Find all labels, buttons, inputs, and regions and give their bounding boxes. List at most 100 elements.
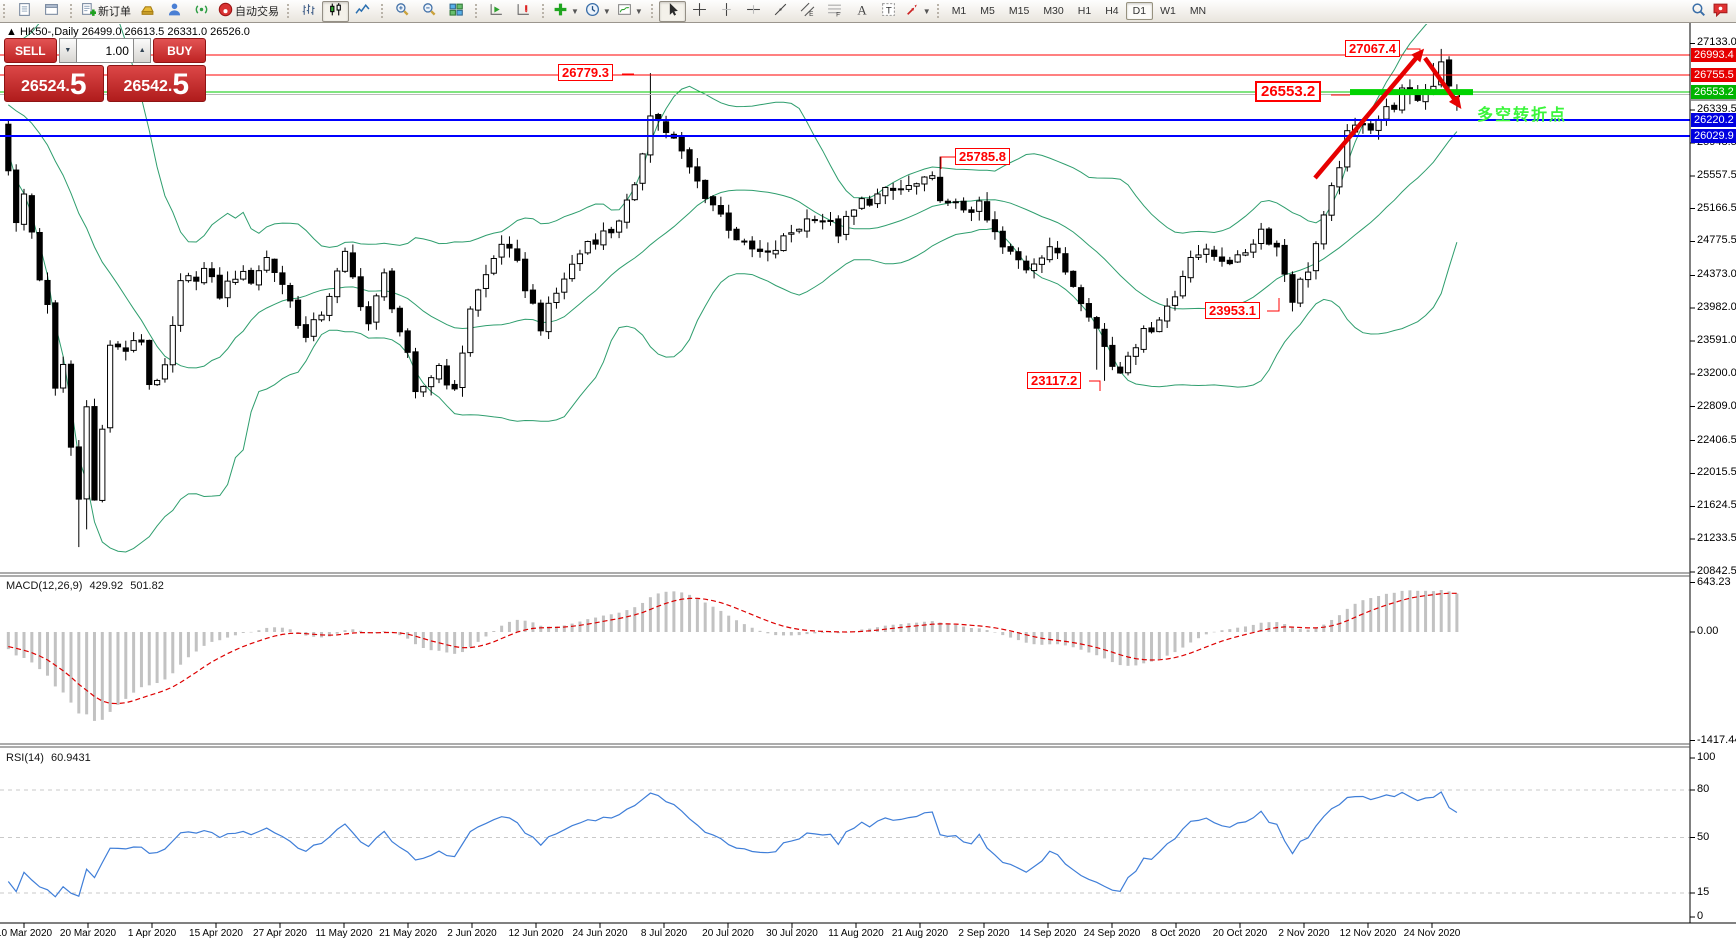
timeframe-button-W1[interactable]: W1	[1160, 5, 1176, 17]
toolbar-grip	[542, 4, 547, 18]
svg-text:F: F	[836, 11, 840, 17]
buy-price[interactable]: 26542. 5	[106, 65, 206, 102]
chart-window[interactable]: ▲ HK50-,Daily 26499.0 26613.5 26331.0 26…	[0, 22, 1736, 944]
resistance-badge: 26993.4	[1691, 48, 1736, 63]
candles-icon	[328, 2, 343, 20]
buy-price-frac: 5	[172, 68, 190, 102]
timeframe-button-D1[interactable]: D1	[1125, 2, 1154, 20]
trend-annotation-text[interactable]: 多空转折点	[1477, 107, 1568, 124]
price-axis-tick: 20842.5	[1697, 565, 1736, 577]
pivot-badge: 26553.2	[1691, 85, 1736, 100]
bars-icon	[301, 2, 316, 20]
timeframe-button-MN[interactable]: MN	[1189, 5, 1207, 17]
ohlc-values: 26499.0 26613.5 26331.0 26526.0	[81, 26, 250, 38]
zoom-in-button[interactable]	[389, 1, 416, 22]
horizontal-line-button[interactable]	[740, 1, 767, 22]
window-icon	[44, 2, 59, 20]
price-axis-tick: 22015.5	[1697, 466, 1736, 479]
periods-button[interactable]: ▼	[582, 1, 614, 22]
market-watch-button[interactable]	[134, 1, 161, 22]
toolbar: 新订单 自动交易 ▼ ▼ ▼ E F A T ▼ M1 M5 M15 M30 H1 H4 D1 W1 MN	[0, 0, 1736, 23]
price-callout[interactable]: 26779.3	[558, 64, 613, 82]
data-window-button[interactable]	[188, 1, 215, 22]
price-axis-tick: 23591.0	[1697, 334, 1736, 347]
toolbar-grip	[287, 4, 292, 18]
dropdown-caret-icon[interactable]: ▼	[602, 6, 611, 16]
time-axis-label: 1 Apr 2020	[127, 928, 177, 939]
bar-chart-button[interactable]	[295, 1, 322, 22]
tile-windows-button[interactable]	[443, 1, 470, 22]
price-axis-tick: 21624.5	[1697, 499, 1736, 512]
one-click-trading-panel: SELL ▼ 1.00 ▲ BUY 26524. 5 26542. 5	[4, 38, 207, 102]
profiles-button[interactable]	[38, 1, 65, 22]
time-axis-label: 15 Apr 2020	[189, 928, 243, 939]
new-chart-button[interactable]	[11, 1, 38, 22]
notification-icon[interactable]	[1713, 2, 1728, 20]
search-icon[interactable]	[1691, 2, 1706, 20]
dropdown-caret-icon[interactable]: ▼	[634, 6, 643, 16]
text-label-button[interactable]: T	[875, 1, 902, 22]
timeframe-button-H1[interactable]: H1	[1077, 5, 1092, 17]
timeframe-button-H4[interactable]: H4	[1105, 5, 1119, 17]
candlestick-chart-button[interactable]	[322, 0, 349, 22]
time-axis-label: 12 Jun 2020	[508, 928, 564, 939]
buy-price-main: 26542.	[123, 78, 173, 95]
cross-icon	[692, 2, 707, 20]
macd-axis-tick: 0.00	[1697, 625, 1719, 637]
rsi-axis-tick: 50	[1697, 830, 1710, 843]
rsi-axis-tick: 100	[1697, 751, 1716, 763]
toolbar-right	[1691, 2, 1736, 20]
rsi-axis-tick: 15	[1697, 886, 1710, 899]
timeframe-button-M5[interactable]: M5	[980, 5, 995, 17]
price-axis-tick: 27133.0	[1697, 36, 1736, 49]
price-callout[interactable]: 25785.8	[955, 147, 1010, 165]
chart-shift-button[interactable]	[510, 1, 537, 22]
indicators-button[interactable]: ▼	[550, 1, 582, 22]
fibonacci-button[interactable]: F	[821, 1, 848, 22]
lot-size-input[interactable]: 1.00	[77, 38, 133, 63]
cursor-button[interactable]	[658, 0, 686, 22]
zoom-out-button[interactable]	[416, 1, 443, 22]
price-callout[interactable]: 23953.1	[1205, 301, 1260, 319]
sell-price[interactable]: 26524. 5	[4, 65, 104, 102]
arrows-button[interactable]: ▼	[902, 1, 934, 22]
text-button[interactable]: A	[848, 1, 875, 22]
vertical-line-button[interactable]	[713, 1, 740, 22]
collapse-marker-icon[interactable]: ▲	[6, 26, 17, 38]
dropdown-caret-icon[interactable]: ▼	[922, 6, 931, 16]
price-callout[interactable]: 23117.2	[1027, 371, 1082, 389]
timeframe-button-M1[interactable]: M1	[951, 5, 967, 17]
lot-decrease-button[interactable]: ▼	[58, 38, 78, 63]
templates-button[interactable]: ▼	[614, 1, 646, 22]
toolbar-group	[0, 0, 67, 22]
time-axis-label: 30 Jul 2020	[766, 928, 818, 939]
crosshair-button[interactable]	[686, 1, 713, 22]
timeframe-button-M30[interactable]: M30	[1043, 5, 1064, 17]
timeframe-bar: M1 M5 M15 M30 H1 H4 D1 W1 MN	[945, 2, 1213, 20]
new-order-button[interactable]: 新订单	[78, 1, 134, 22]
sell-button[interactable]: SELL	[4, 38, 57, 63]
navigator-button[interactable]	[161, 1, 188, 22]
time-axis-label: 8 Oct 2020	[1151, 928, 1201, 939]
lot-increase-button[interactable]: ▲	[132, 38, 152, 63]
toolbar-group	[378, 0, 472, 22]
indplus-icon	[553, 2, 568, 20]
timeframe-button-M15[interactable]: M15	[1008, 5, 1030, 17]
buy-button[interactable]: BUY	[153, 38, 207, 63]
autotrading-button[interactable]: 自动交易	[215, 1, 282, 22]
price-callout[interactable]: 27067.4	[1345, 39, 1400, 57]
page-icon	[17, 2, 32, 20]
dropdown-caret-icon[interactable]: ▼	[571, 6, 579, 16]
trendline-button[interactable]	[767, 1, 794, 22]
tline-icon	[773, 2, 788, 20]
pivot-price-callout[interactable]: 26553.2	[1255, 81, 1322, 103]
toolbar-grip	[381, 4, 386, 18]
toolbar-grip	[3, 4, 8, 18]
auto-scroll-button[interactable]	[483, 1, 510, 22]
pageplus-icon	[81, 2, 97, 20]
time-axis-label: 20 Mar 2020	[59, 928, 117, 939]
line-chart-button[interactable]	[349, 1, 376, 22]
toolbar-group: E F A T ▼	[648, 0, 936, 22]
equidistant-channel-button[interactable]: E	[794, 1, 821, 22]
